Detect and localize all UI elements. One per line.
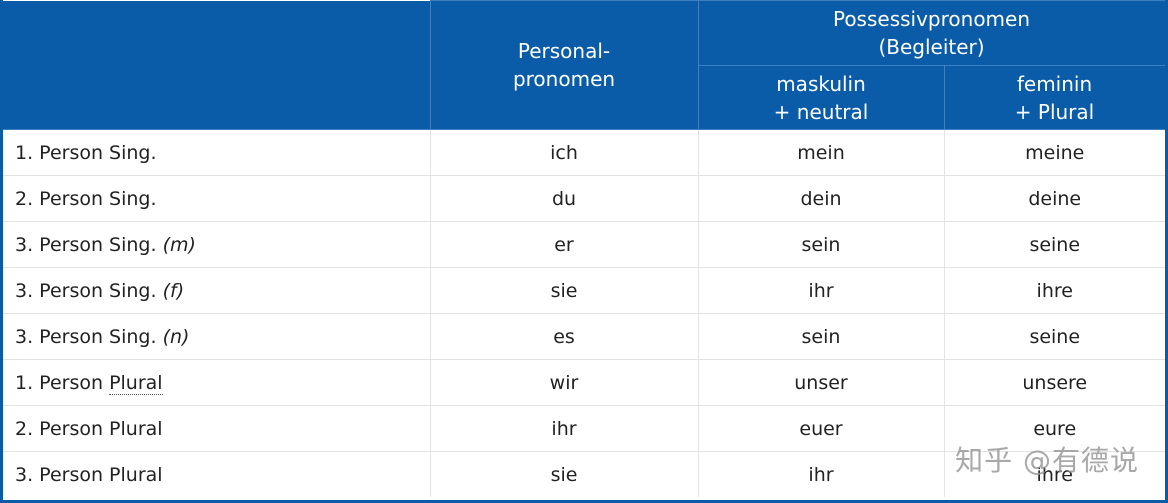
row-label: 1. Person Sing.: [3, 129, 430, 176]
header-personal-line2: pronomen: [512, 67, 616, 91]
header-maskulin-neutral: maskulin + neutral: [697, 65, 945, 130]
cell-feminine: ihre: [943, 451, 1165, 497]
header-blank-cell: [3, 0, 431, 130]
header-possessivpronomen: Possessivpronomen (Begleiter): [697, 0, 1165, 66]
cell-personal: es: [429, 313, 698, 360]
table-row: 2. Person Plural ihr euer eure: [3, 405, 1165, 452]
cell-masculine: unser: [697, 359, 944, 406]
table-row: 3. Person Sing. (f) sie ihr ihre: [3, 267, 1165, 314]
cell-feminine: ihre: [943, 267, 1165, 314]
header-feminin-plural: feminin + Plural: [943, 65, 1165, 130]
row-label: 2. Person Sing.: [3, 175, 430, 222]
row-label: 2. Person Plural: [3, 405, 430, 452]
table-row: 2. Person Sing. du dein deine: [3, 175, 1165, 222]
cell-feminine: meine: [943, 129, 1165, 176]
cell-personal: er: [429, 221, 698, 268]
pronoun-table: Personal- pronomen Possessivpronomen (Be…: [3, 0, 1165, 498]
table-row: 3. Person Plural sie ihr ihre: [3, 451, 1165, 498]
gender-marker: (n): [162, 325, 190, 348]
cell-personal: wir: [429, 359, 698, 406]
table-row: 1. Person Sing. ich mein meine: [3, 129, 1165, 176]
row-label-text: 3. Person Plural: [15, 463, 163, 486]
cell-masculine: mein: [697, 129, 944, 176]
header-mask-line1: maskulin: [776, 71, 866, 96]
table-header: Personal- pronomen Possessivpronomen (Be…: [3, 0, 1165, 130]
row-label-text: 2. Person Sing.: [15, 187, 157, 210]
table-row: 1. Person Plural wir unser unsere: [3, 359, 1165, 406]
table-row: 3. Person Sing. (m) er sein seine: [3, 221, 1165, 268]
header-possessive-line2: (Begleiter): [878, 35, 985, 59]
gender-marker: (m): [162, 233, 196, 256]
zhihu-watermark: 知乎 @有德说: [955, 444, 1139, 477]
header-mask-line2: + neutral: [773, 99, 869, 124]
table-body: 1. Person Sing. ich mein meine 2. Person…: [3, 129, 1165, 498]
row-label: 3. Person Plural: [3, 452, 430, 498]
gender-marker: (f): [162, 279, 185, 302]
header-fem-line2: + Plural: [1014, 99, 1095, 124]
header-possessive-line1: Possessivpronomen: [832, 7, 1031, 31]
row-label: 3. Person Sing. (f): [3, 267, 430, 314]
cell-personal: du: [429, 175, 698, 222]
row-label-text: 3. Person Sing.: [15, 233, 157, 256]
cell-personal: sie: [429, 267, 698, 314]
row-label: 1. Person Plural: [3, 359, 430, 406]
cell-masculine: ihr: [697, 451, 944, 497]
row-label-text: 3. Person Sing.: [15, 325, 157, 348]
cell-personal: ihr: [429, 405, 698, 452]
cell-masculine: sein: [697, 221, 944, 268]
header-fem-line1: feminin: [1016, 71, 1093, 96]
row-label: 3. Person Sing. (n): [3, 313, 430, 360]
row-label-text: 1. Person: [15, 371, 104, 394]
row-label-text: 2. Person Plural: [15, 417, 163, 440]
cell-personal: sie: [429, 451, 698, 497]
cell-masculine: euer: [697, 405, 944, 452]
cell-feminine: unsere: [943, 359, 1165, 406]
table-row: 3. Person Sing. (n) es sein seine: [3, 313, 1165, 360]
cell-masculine: ihr: [697, 267, 944, 314]
header-personal-line1: Personal-: [517, 39, 611, 63]
cell-personal: ich: [429, 129, 698, 176]
cell-feminine: deine: [943, 175, 1165, 222]
cell-feminine: eure: [943, 405, 1165, 452]
cell-feminine: seine: [943, 221, 1165, 268]
cell-masculine: sein: [697, 313, 944, 360]
row-label-text: 3. Person Sing.: [15, 279, 157, 302]
plural-term-link[interactable]: Plural: [109, 371, 163, 395]
cell-feminine: seine: [943, 313, 1165, 360]
cell-masculine: dein: [697, 175, 944, 222]
row-label: 3. Person Sing. (m): [3, 221, 430, 268]
row-label-text: 1. Person Sing.: [15, 141, 157, 164]
header-personalpronomen: Personal- pronomen: [429, 0, 699, 130]
